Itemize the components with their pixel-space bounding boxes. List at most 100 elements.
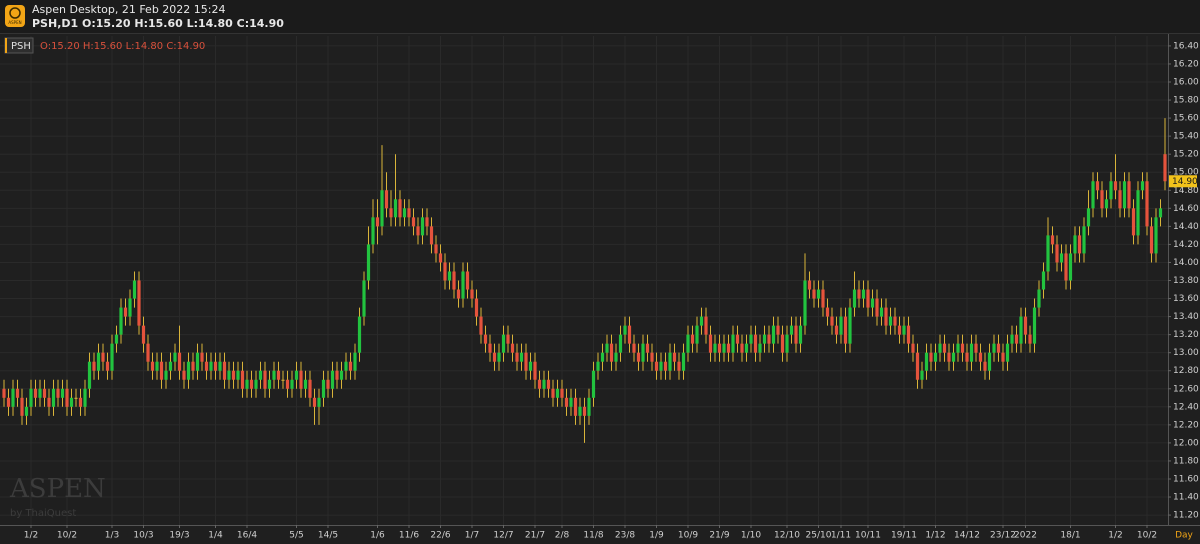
- candle-body: [6, 397, 11, 407]
- y-tick-label: 13.00: [1173, 348, 1199, 358]
- x-tick-label: 23/8: [615, 531, 635, 541]
- candle-body: [38, 388, 42, 398]
- candle-body: [146, 343, 150, 362]
- x-tick-label: 23/12: [990, 531, 1016, 541]
- candle-body: [1077, 235, 1082, 254]
- legend-accent: [5, 38, 7, 53]
- candle-body: [695, 325, 699, 344]
- candle-body: [897, 325, 902, 335]
- y-tick-label: 12.40: [1173, 402, 1199, 412]
- x-tick-label: 12/10: [774, 531, 800, 541]
- candle-body: [492, 352, 497, 362]
- x-tick-label: 1/3: [105, 531, 119, 541]
- candle-body: [1100, 190, 1104, 209]
- candle-body: [519, 352, 524, 362]
- candle-body: [596, 361, 600, 371]
- candle-body: [456, 289, 461, 299]
- legend-ohlc: O:15.20 H:15.60 L:14.80 C:14.90: [40, 41, 205, 52]
- candle-body: [920, 370, 924, 380]
- candle-body: [933, 352, 938, 362]
- candle-body: [911, 343, 915, 353]
- x-tick-label: 2/8: [555, 531, 570, 541]
- x-tick-label: 1/2: [24, 531, 38, 541]
- candle-body: [96, 352, 101, 371]
- candle-body: [834, 325, 839, 335]
- candle-body: [663, 361, 668, 371]
- candle-body: [816, 289, 821, 299]
- candle-body: [258, 370, 263, 380]
- candle-body: [726, 343, 731, 353]
- y-tick-label: 16.00: [1173, 78, 1199, 88]
- candle-body: [339, 370, 344, 380]
- candle-body: [195, 352, 200, 371]
- candle-body: [677, 361, 681, 371]
- candle-body: [182, 370, 186, 380]
- candle-body: [654, 361, 659, 371]
- candle-body: [92, 361, 96, 371]
- candle-body: [83, 388, 87, 407]
- candle-body: [47, 397, 51, 407]
- candle-body: [420, 217, 425, 236]
- candle-body: [177, 352, 182, 371]
- candle-body: [1019, 316, 1023, 344]
- candle-body: [978, 352, 983, 362]
- candle-body: [357, 316, 362, 353]
- candle-body: [537, 379, 542, 389]
- candle-body: [528, 361, 533, 371]
- y-tick-label: 11.80: [1173, 456, 1199, 466]
- x-tick-label: 10/2: [57, 531, 77, 541]
- candle-body: [524, 352, 528, 371]
- x-tick-label: 25/10: [806, 531, 832, 541]
- logo-text: ASPEN: [8, 20, 21, 25]
- candle-body: [753, 334, 758, 353]
- candle-body: [857, 289, 861, 299]
- x-tick-label: 1/12: [925, 531, 945, 541]
- candle-body: [578, 406, 582, 416]
- candle-body: [168, 361, 173, 371]
- candles: [2, 118, 1167, 443]
- candle-body: [614, 352, 618, 362]
- y-tick-label: 14.40: [1173, 222, 1199, 232]
- candle-body: [1113, 181, 1118, 191]
- candle-body: [749, 334, 753, 344]
- candle-body: [560, 388, 564, 398]
- candle-body: [15, 388, 20, 398]
- candle-body: [533, 361, 537, 380]
- candle-body: [236, 370, 240, 380]
- candle-body: [780, 334, 785, 353]
- candle-body: [1055, 244, 1059, 263]
- candle-body: [632, 343, 636, 353]
- candle-body: [1032, 307, 1037, 344]
- candle-body: [218, 361, 222, 371]
- candle-body: [267, 379, 272, 389]
- candle-body: [735, 334, 740, 344]
- candle-body: [56, 388, 60, 398]
- candle-body: [1046, 235, 1050, 272]
- candle-body: [317, 397, 321, 407]
- candle-body: [159, 361, 164, 380]
- candle-body: [650, 352, 654, 362]
- candle-body: [479, 316, 483, 335]
- candle-body: [141, 325, 146, 344]
- candle-body: [375, 217, 380, 227]
- y-tick-label: 14.00: [1173, 258, 1199, 268]
- y-tick-label: 11.40: [1173, 493, 1199, 503]
- candle-body: [888, 316, 893, 326]
- candle-body: [960, 343, 965, 353]
- candle-body: [951, 352, 956, 362]
- candle-body: [344, 361, 348, 371]
- candle-body: [546, 379, 551, 389]
- x-tick-label: 2022: [1014, 531, 1037, 541]
- x-tick-label: 1/2: [1108, 531, 1122, 541]
- watermark: ASPEN: [9, 474, 106, 504]
- candle-body: [843, 316, 848, 344]
- candle-body: [209, 361, 213, 371]
- candle-body: [362, 280, 366, 317]
- candle-body: [591, 370, 596, 398]
- candle-body: [1127, 181, 1131, 209]
- candle-body: [618, 334, 623, 353]
- candle-body: [443, 262, 447, 281]
- candle-body: [407, 208, 411, 218]
- candle-body: [884, 307, 888, 326]
